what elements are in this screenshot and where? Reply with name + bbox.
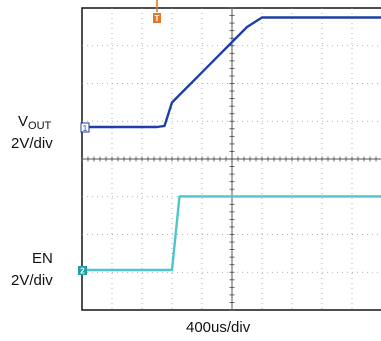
en-label: EN	[32, 250, 53, 267]
channel-markers: T 1 2	[78, 0, 161, 276]
ch2-marker-text: 2	[80, 267, 85, 276]
trace-2	[82, 195, 381, 272]
en-scale-label: 2V/div	[11, 272, 53, 289]
x-axis-label: 400us/div	[186, 319, 251, 336]
waveform-traces	[82, 16, 381, 272]
trace-1	[82, 16, 381, 129]
ch2-marker-box	[78, 266, 87, 275]
ch2-marker: 2	[78, 266, 87, 276]
ch1-marker-box	[80, 122, 90, 133]
trigger-marker-box	[153, 13, 161, 23]
trigger-marker-text: T	[155, 14, 160, 23]
trigger-marker: T	[153, 0, 161, 23]
ch1-marker-text: 1	[83, 124, 88, 133]
ch1-marker: 1	[80, 122, 90, 133]
vout-scale-label: 2V/div	[11, 135, 53, 152]
vout-label-main: V	[18, 113, 29, 130]
vout-label-sub: OUT	[28, 120, 52, 132]
vout-label: VOUT	[18, 113, 52, 133]
graticule	[81, 7, 381, 311]
